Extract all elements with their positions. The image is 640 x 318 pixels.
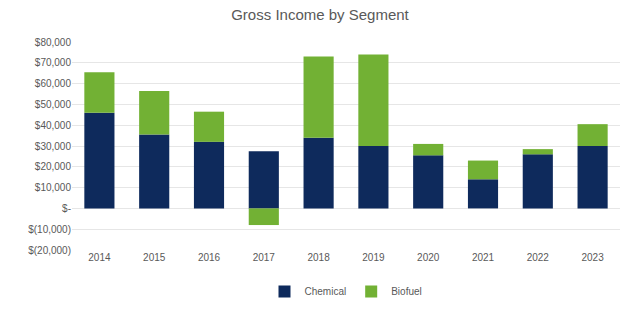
- svg-text:$40,000: $40,000: [35, 120, 72, 131]
- svg-text:2020: 2020: [417, 252, 440, 263]
- svg-text:2014: 2014: [88, 252, 111, 263]
- svg-text:2023: 2023: [581, 252, 604, 263]
- svg-text:$70,000: $70,000: [35, 57, 72, 68]
- svg-text:$10,000: $10,000: [35, 182, 72, 193]
- svg-text:2017: 2017: [253, 252, 276, 263]
- svg-text:$30,000: $30,000: [35, 141, 72, 152]
- svg-text:2022: 2022: [527, 252, 550, 263]
- svg-text:$20,000: $20,000: [35, 161, 72, 172]
- svg-text:$-: $-: [62, 203, 71, 214]
- svg-text:$(10,000): $(10,000): [28, 224, 71, 235]
- svg-text:$60,000: $60,000: [35, 78, 72, 89]
- svg-text:$80,000: $80,000: [35, 37, 72, 48]
- svg-text:2015: 2015: [143, 252, 166, 263]
- svg-text:2018: 2018: [307, 252, 330, 263]
- svg-text:$50,000: $50,000: [35, 99, 72, 110]
- svg-text:Chemical: Chemical: [305, 286, 347, 297]
- svg-text:Gross Income by Segment: Gross Income by Segment: [231, 6, 409, 23]
- svg-text:Biofuel: Biofuel: [391, 286, 422, 297]
- svg-text:2019: 2019: [362, 252, 385, 263]
- svg-text:2016: 2016: [198, 252, 221, 263]
- svg-text:2021: 2021: [472, 252, 495, 263]
- svg-text:$(20,000): $(20,000): [28, 245, 71, 256]
